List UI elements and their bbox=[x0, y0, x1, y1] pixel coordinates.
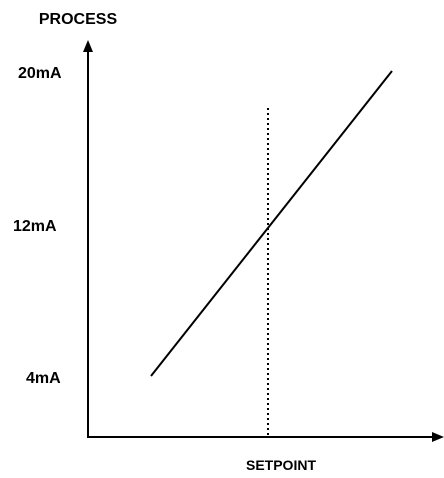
y-axis-label: PROCESS bbox=[39, 11, 118, 28]
x-axis-label: SETPOINT bbox=[246, 457, 316, 473]
y-axis-arrowhead bbox=[83, 40, 93, 52]
y-tick-label-middle: 12mA bbox=[13, 218, 57, 235]
x-axis-arrowhead bbox=[432, 432, 444, 442]
y-tick-label-top: 20mA bbox=[18, 65, 62, 82]
y-tick-label-bottom: 4mA bbox=[26, 370, 61, 387]
process-response-line bbox=[150, 70, 393, 377]
